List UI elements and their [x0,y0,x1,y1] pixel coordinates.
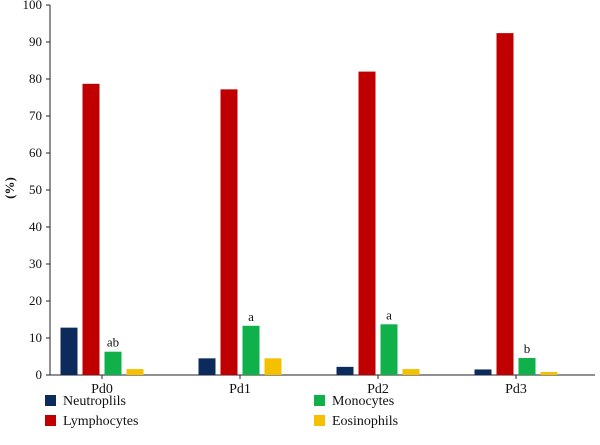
y-tick-label: 10 [29,330,42,345]
legend-item: Eosinophils [314,414,398,429]
y-tick-label: 50 [29,182,42,197]
bar-eosinophils [540,372,558,375]
bar-lymphocytes [496,33,514,376]
bar-monocytes [104,351,122,375]
bar-eosinophils [126,369,144,375]
legend-item: Monocytes [314,394,394,409]
y-tick-label: 20 [29,293,42,308]
significance-label: b [524,341,531,356]
legend-item: Neutroplils [45,394,126,409]
y-tick-label: 90 [29,34,42,49]
y-tick-label: 70 [29,108,42,123]
bar-neutroplils [60,327,78,375]
bar-monocytes [380,324,398,375]
legend-swatch [45,415,56,426]
legend: Neutroplils Lymphocytes Monocytes Eosinophi… [45,394,398,429]
bar-monocytes [242,325,260,375]
annotations-group: aba ab [107,307,530,356]
x-axis: Pd0 Pd1 Pd2 Pd3 [50,374,595,397]
significance-label: a [248,309,254,324]
y-axis-label: (%) [2,177,17,199]
bar-lymphocytes [82,83,100,375]
legend-label: Lymphocytes [63,414,138,429]
y-tick-label: 100 [23,0,43,12]
y-tick-label: 40 [29,219,42,234]
y-tick-label: 30 [29,256,42,271]
significance-label: ab [107,335,119,350]
x-category-label: Pd1 [229,382,251,397]
bar-eosinophils [402,369,420,375]
x-category-label: Pd2 [367,382,389,397]
bar-monocytes [518,357,536,375]
x-category-label: Pd3 [505,382,527,397]
x-category-label: Pd0 [91,382,113,397]
legend-label: Eosinophils [332,414,398,429]
significance-label: a [386,307,392,322]
bars-group [60,33,558,376]
bar-lymphocytes [220,89,238,376]
legend-item: Lymphocytes [45,414,138,429]
bar-neutroplils [198,358,216,375]
legend-swatch [314,395,325,406]
bar-eosinophils [264,358,282,375]
legend-swatch [45,395,56,406]
legend-label: Neutroplils [63,394,126,409]
bar-neutroplils [474,369,492,375]
y-tick-label: 80 [29,71,42,86]
bar-lymphocytes [358,71,376,375]
legend-swatch [314,415,325,426]
y-tick-label: 0 [36,367,43,382]
y-tick-label: 60 [29,145,42,160]
legend-label: Monocytes [332,394,394,409]
bar-neutroplils [336,366,354,375]
y-axis: 0 10 20 30 40 50 60 70 80 90 100 [23,0,51,382]
